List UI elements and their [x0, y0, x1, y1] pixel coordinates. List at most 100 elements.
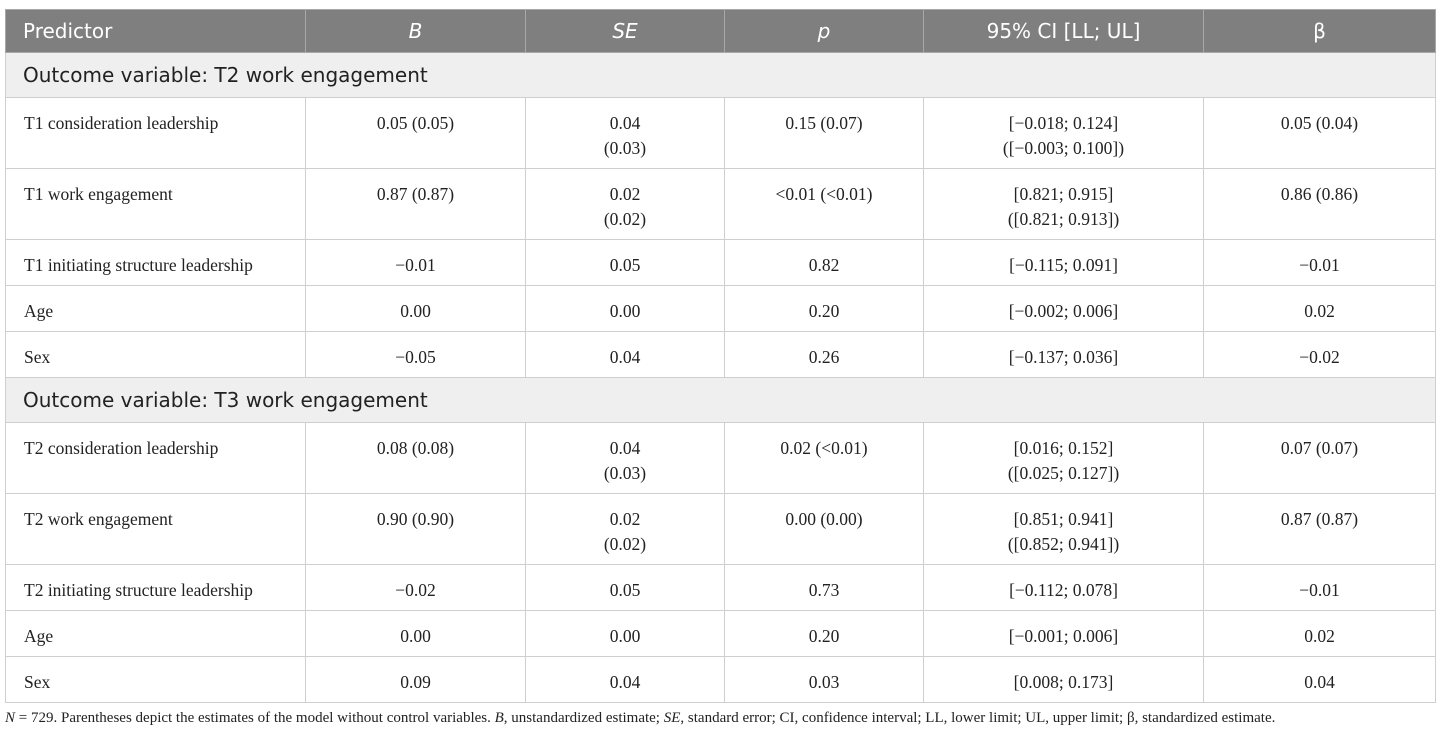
ci-cell: [−0.137; 0.036] — [923, 331, 1204, 378]
p-cell: 0.02 (<0.01) — [724, 422, 924, 494]
predictor-cell: T2 work engagement — [5, 493, 306, 565]
header-beta: β — [1203, 9, 1436, 53]
header-b-label: B — [408, 19, 423, 43]
beta-cell: 0.02 — [1203, 610, 1436, 657]
note-b-text: , unstandardized estimate; — [503, 710, 664, 726]
header-p: p — [724, 9, 924, 53]
ci-cell: [−0.115; 0.091] — [923, 239, 1204, 286]
se-value-alt: (0.02) — [603, 209, 647, 229]
se-cell: 0.04 (0.03) — [525, 97, 725, 169]
p-cell: 0.00 (0.00) — [724, 493, 924, 565]
p-cell: 0.82 — [724, 239, 924, 286]
group-header-row: Outcome variable: T3 work engagement — [5, 377, 1436, 423]
b-cell: 0.09 — [305, 656, 526, 703]
predictor-cell: Age — [5, 285, 306, 332]
predictor-cell: T2 initiating structure leadership — [5, 564, 306, 611]
se-cell: 0.00 — [525, 285, 725, 332]
regression-table: Predictor B SE p 95% CI [LL; UL] β Outco… — [5, 9, 1436, 703]
ci-cell: [−0.112; 0.078] — [923, 564, 1204, 611]
table-row: T2 initiating structure leadership −0.02… — [5, 564, 1436, 611]
b-cell: 0.08 (0.08) — [305, 422, 526, 494]
beta-cell: 0.87 (0.87) — [1203, 493, 1436, 565]
ci-value-alt: ([0.821; 0.913]) — [1007, 209, 1120, 229]
beta-cell: 0.07 (0.07) — [1203, 422, 1436, 494]
se-cell: 0.00 — [525, 610, 725, 657]
table-row: Age 0.00 0.00 0.20 [−0.002; 0.006] 0.02 — [5, 285, 1436, 332]
ci-cell: [0.008; 0.173] — [923, 656, 1204, 703]
ci-value-alt: ([−0.003; 0.100]) — [1002, 138, 1125, 158]
se-value-alt: (0.03) — [603, 138, 647, 158]
note-se-symbol: SE — [663, 710, 681, 726]
beta-cell: −0.01 — [1203, 564, 1436, 611]
note-n-symbol: N — [5, 710, 16, 726]
se-value: 0.02 — [609, 509, 641, 529]
predictor-cell: Sex — [5, 656, 306, 703]
b-cell: 0.87 (0.87) — [305, 168, 526, 240]
b-cell: −0.05 — [305, 331, 526, 378]
header-predictor: Predictor — [5, 9, 306, 53]
table-header-row: Predictor B SE p 95% CI [LL; UL] β — [5, 9, 1436, 53]
se-cell: 0.02 (0.02) — [525, 493, 725, 565]
p-cell: 0.73 — [724, 564, 924, 611]
table-footnote: N = 729. Parentheses depict the estimate… — [5, 707, 1435, 729]
table-row: Sex 0.09 0.04 0.03 [0.008; 0.173] 0.04 — [5, 656, 1436, 703]
predictor-cell: T2 consideration leadership — [5, 422, 306, 494]
table-row: T1 consideration leadership 0.05 (0.05) … — [5, 97, 1436, 169]
table-row: T1 initiating structure leadership −0.01… — [5, 239, 1436, 286]
p-cell: 0.20 — [724, 610, 924, 657]
p-cell: 0.26 — [724, 331, 924, 378]
predictor-cell: Age — [5, 610, 306, 657]
p-cell: 0.03 — [724, 656, 924, 703]
header-se: SE — [525, 9, 725, 53]
ci-cell: [0.016; 0.152] ([0.025; 0.127]) — [923, 422, 1204, 494]
b-cell: 0.05 (0.05) — [305, 97, 526, 169]
b-cell: −0.01 — [305, 239, 526, 286]
b-cell: 0.00 — [305, 610, 526, 657]
se-cell: 0.04 — [525, 656, 725, 703]
b-cell: −0.02 — [305, 564, 526, 611]
predictor-cell: Sex — [5, 331, 306, 378]
ci-value: [0.851; 0.941] — [1013, 509, 1114, 529]
note-b-symbol: B — [494, 710, 504, 726]
header-ci: 95% CI [LL; UL] — [923, 9, 1204, 53]
beta-cell: 0.86 (0.86) — [1203, 168, 1436, 240]
se-value: 0.04 — [609, 438, 641, 458]
se-cell: 0.05 — [525, 239, 725, 286]
ci-value-alt: ([0.025; 0.127]) — [1007, 463, 1120, 483]
table-row: T1 work engagement 0.87 (0.87) 0.02 (0.02… — [5, 168, 1436, 240]
header-b: B — [305, 9, 526, 53]
se-value: 0.02 — [609, 184, 641, 204]
beta-cell: 0.02 — [1203, 285, 1436, 332]
ci-value-alt: ([0.852; 0.941]) — [1007, 534, 1120, 554]
note-se-text: , standard error; CI, confidence interva… — [680, 710, 1276, 726]
ci-value: [−0.018; 0.124] — [1008, 113, 1119, 133]
se-cell: 0.04 (0.03) — [525, 422, 725, 494]
table-row: T2 work engagement 0.90 (0.90) 0.02 (0.02… — [5, 493, 1436, 565]
table-row: Sex −0.05 0.04 0.26 [−0.137; 0.036] −0.0… — [5, 331, 1436, 378]
ci-cell: [−0.002; 0.006] — [923, 285, 1204, 332]
predictor-cell: T1 consideration leadership — [5, 97, 306, 169]
ci-value: [0.821; 0.915] — [1013, 184, 1114, 204]
group-title: Outcome variable: T2 work engagement — [5, 52, 1436, 98]
predictor-cell: T1 initiating structure leadership — [5, 239, 306, 286]
table-row: T2 consideration leadership 0.08 (0.08) … — [5, 422, 1436, 494]
beta-cell: 0.04 — [1203, 656, 1436, 703]
beta-cell: 0.05 (0.04) — [1203, 97, 1436, 169]
ci-cell: [0.821; 0.915] ([0.821; 0.913]) — [923, 168, 1204, 240]
note-n-text: = 729. Parentheses depict the estimates … — [15, 710, 495, 726]
results-table-container: Predictor B SE p 95% CI [LL; UL] β Outco… — [5, 9, 1436, 703]
group-header-row: Outcome variable: T2 work engagement — [5, 52, 1436, 98]
se-cell: 0.05 — [525, 564, 725, 611]
beta-cell: −0.01 — [1203, 239, 1436, 286]
p-cell: 0.15 (0.07) — [724, 97, 924, 169]
ci-cell: [−0.018; 0.124] ([−0.003; 0.100]) — [923, 97, 1204, 169]
se-cell: 0.02 (0.02) — [525, 168, 725, 240]
header-se-label: SE — [612, 19, 638, 43]
beta-cell: −0.02 — [1203, 331, 1436, 378]
se-value-alt: (0.03) — [603, 463, 647, 483]
ci-cell: [0.851; 0.941] ([0.852; 0.941]) — [923, 493, 1204, 565]
group-title: Outcome variable: T3 work engagement — [5, 377, 1436, 423]
predictor-cell: T1 work engagement — [5, 168, 306, 240]
b-cell: 0.00 — [305, 285, 526, 332]
p-cell: 0.20 — [724, 285, 924, 332]
